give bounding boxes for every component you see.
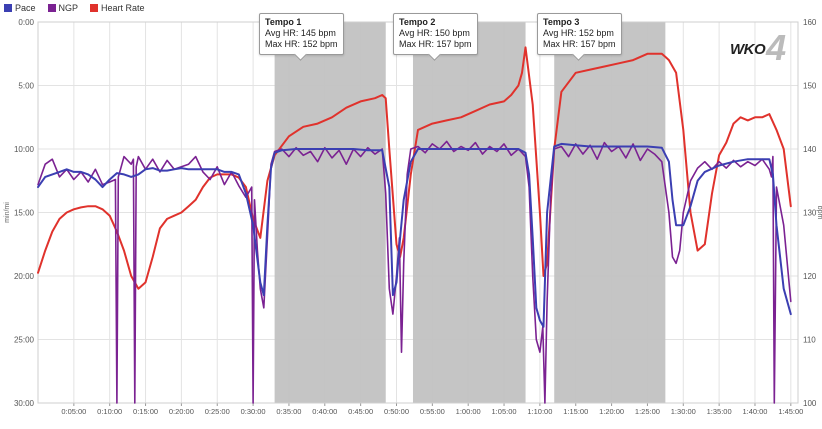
legend: Pace NGP Heart Rate — [4, 1, 145, 15]
y-right-tick-label: 150 — [803, 82, 817, 91]
x-tick-label: 1:10:00 — [527, 407, 552, 416]
series-line-ngp — [37, 140, 792, 404]
tempo-2-title: Tempo 2 — [399, 17, 436, 27]
x-tick-label: 1:00:00 — [456, 407, 481, 416]
x-tick-label: 0:25:00 — [205, 407, 230, 416]
y-right-tick-label: 100 — [803, 399, 817, 408]
x-tick-label: 0:30:00 — [241, 407, 266, 416]
x-tick-label: 0:35:00 — [276, 407, 301, 416]
x-tick-label: 1:15:00 — [563, 407, 588, 416]
x-tick-label: 0:55:00 — [420, 407, 445, 416]
y-right-tick-label: 130 — [803, 209, 817, 218]
y-left-tick-label: 30:00 — [14, 399, 35, 408]
tempo-1-callout: Tempo 1 Avg HR: 145 bpm Max HR: 152 bpm — [259, 13, 344, 55]
legend-label-pace: Pace — [15, 3, 36, 13]
wko-logo-text: WKO — [730, 41, 766, 58]
y-right-axis-title: bpm — [816, 206, 822, 220]
tempo-3-max-hr: Max HR: 157 bpm — [543, 39, 616, 49]
x-tick-label: 0:20:00 — [169, 407, 194, 416]
tempo-2-max-hr: Max HR: 157 bpm — [399, 39, 472, 49]
wko-logo-number: 4 — [766, 27, 787, 68]
x-tick-label: 1:25:00 — [635, 407, 660, 416]
x-tick-label: 0:50:00 — [384, 407, 409, 416]
x-tick-label: 0:10:00 — [97, 407, 122, 416]
y-left-tick-label: 25:00 — [14, 336, 35, 345]
tempo-3-avg-hr: Avg HR: 152 bpm — [543, 28, 614, 38]
interval-band-tempo-2 — [412, 22, 526, 403]
tempo-1-avg-hr: Avg HR: 145 bpm — [265, 28, 336, 38]
x-tick-label: 0:15:00 — [133, 407, 158, 416]
x-tick-label: 1:45:00 — [778, 407, 803, 416]
tempo-1-max-hr: Max HR: 152 bpm — [265, 39, 338, 49]
pace-swatch-icon — [4, 4, 12, 12]
x-tick-label: 1:30:00 — [671, 407, 696, 416]
legend-label-heart-rate: Heart Rate — [101, 3, 145, 13]
tempo-3-callout: Tempo 3 Avg HR: 152 bpm Max HR: 157 bpm — [537, 13, 622, 55]
heart-rate-swatch-icon — [90, 4, 99, 12]
tempo-1-title: Tempo 1 — [265, 17, 302, 27]
x-tick-label: 1:20:00 — [599, 407, 624, 416]
interval-band-tempo-1 — [274, 22, 386, 403]
legend-item-pace[interactable]: Pace — [4, 1, 36, 15]
x-tick-label: 0:45:00 — [348, 407, 373, 416]
y-right-tick-label: 140 — [803, 145, 817, 154]
x-tick-label: 1:40:00 — [742, 407, 767, 416]
x-tick-label: 0:05:00 — [61, 407, 86, 416]
tempo-2-avg-hr: Avg HR: 150 bpm — [399, 28, 470, 38]
series-line-pace — [37, 142, 792, 328]
x-tick-label: 1:05:00 — [492, 407, 517, 416]
legend-item-ngp[interactable]: NGP — [47, 1, 79, 15]
y-left-tick-label: 0:00 — [18, 18, 34, 27]
x-tick-label: 1:35:00 — [707, 407, 732, 416]
legend-label-ngp: NGP — [58, 3, 79, 13]
y-left-axis-title: min/mi — [4, 202, 11, 223]
ngp-swatch-icon — [47, 4, 56, 12]
y-left-tick-label: 15:00 — [14, 209, 35, 218]
interval-band-tempo-3 — [554, 22, 666, 403]
y-right-tick-label: 120 — [803, 272, 817, 281]
legend-item-heart-rate[interactable]: Heart Rate — [90, 1, 145, 15]
y-left-tick-label: 5:00 — [18, 82, 34, 91]
y-right-tick-label: 160 — [803, 18, 817, 27]
x-tick-label: 0:40:00 — [312, 407, 337, 416]
wko4-logo: WKO 4 — [730, 26, 786, 66]
y-left-tick-label: 20:00 — [14, 272, 35, 281]
y-right-tick-label: 110 — [803, 336, 816, 345]
y-left-tick-label: 10:00 — [14, 145, 35, 154]
tempo-3-title: Tempo 3 — [543, 17, 580, 27]
tempo-2-callout: Tempo 2 Avg HR: 150 bpm Max HR: 157 bpm — [393, 13, 478, 55]
